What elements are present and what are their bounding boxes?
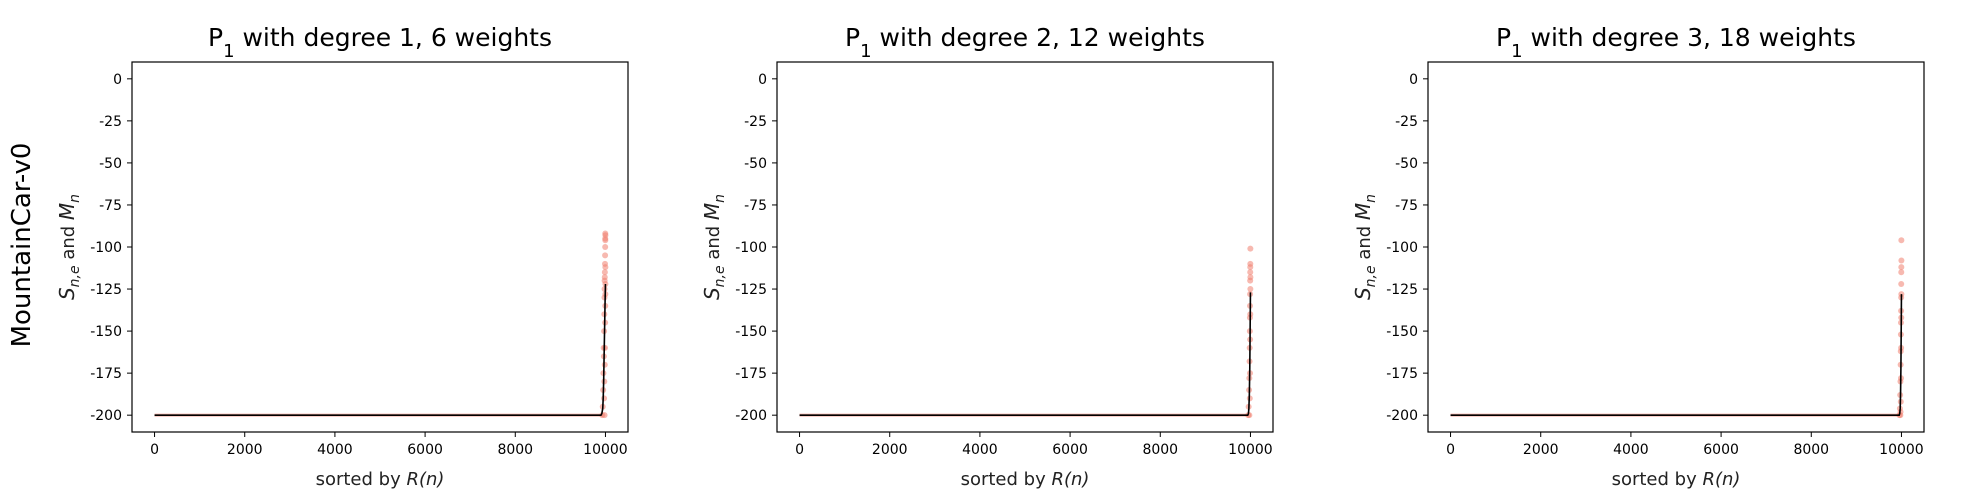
scatter-point (1898, 237, 1905, 244)
chart-title: P1 with degree 3, 18 weights (1496, 23, 1856, 62)
scatter-point (601, 395, 608, 402)
y-axis-label: Sn,e and Mn (55, 194, 83, 300)
x-tick-label: 10000 (583, 442, 628, 458)
chart-title: P1 with degree 1, 6 weights (208, 23, 552, 62)
scatter-point (1247, 245, 1254, 252)
y-tick-label: -25 (1395, 114, 1418, 130)
x-tick-label: 2000 (1523, 442, 1559, 458)
y-tick-label: -75 (99, 198, 122, 214)
y-tick-label: -125 (1386, 282, 1418, 298)
y-tick-label: -100 (735, 240, 767, 256)
scatter-point (1247, 286, 1254, 293)
x-tick-label: 10000 (1879, 442, 1924, 458)
x-axis-label: sorted by R(n) (316, 469, 445, 490)
x-tick-label: 8000 (1142, 442, 1178, 458)
y-tick-label: -100 (90, 240, 122, 256)
scatter-point (1247, 260, 1254, 267)
y-tick-label: -200 (90, 408, 122, 424)
y-tick-label: -25 (99, 114, 122, 130)
x-tick-label: 2000 (227, 442, 263, 458)
y-tick-label: -175 (735, 366, 767, 382)
scatter-point (602, 264, 609, 271)
x-tick-label: 0 (150, 442, 159, 458)
x-tick-label: 0 (795, 442, 804, 458)
y-tick-label: -75 (744, 198, 767, 214)
plot-frame (1427, 61, 1925, 433)
y-tick-label: -50 (1395, 156, 1418, 172)
y-tick-label: -150 (735, 324, 767, 340)
x-tick-label: 8000 (497, 442, 533, 458)
scatter-point (1898, 269, 1905, 276)
y-tick-label: -200 (735, 408, 767, 424)
scatter-point (1247, 269, 1254, 276)
x-tick-label: 2000 (872, 442, 908, 458)
scatter-point (1898, 257, 1905, 264)
y-tick-label: -150 (90, 324, 122, 340)
plot-frame (776, 61, 1274, 433)
x-tick-label: 6000 (1703, 442, 1739, 458)
y-tick-label: -150 (1386, 324, 1418, 340)
y-tick-label: 0 (113, 72, 122, 88)
x-axis-label: sorted by R(n) (1612, 469, 1741, 490)
x-axis-label: sorted by R(n) (961, 469, 1090, 490)
scatter-point (602, 237, 609, 244)
mean-line (799, 292, 1252, 416)
y-tick-label: -200 (1386, 408, 1418, 424)
scatter-point (601, 274, 608, 281)
y-axis-label: Sn,e and Mn (700, 194, 728, 300)
y-tick-label: -50 (99, 156, 122, 172)
scatter-point (602, 252, 609, 259)
y-axis-label: Sn,e and Mn (1351, 194, 1379, 300)
y-tick-label: 0 (1409, 72, 1418, 88)
chart-panel-3: P1 with degree 3, 18 weights 0 -25 -50 -75 -1… (1351, 23, 1925, 490)
scatter-point (602, 232, 609, 239)
mean-line (1450, 294, 1903, 416)
y-tick-label: -125 (90, 282, 122, 298)
x-tick-label: 4000 (1613, 442, 1649, 458)
chart-panel-2: P1 with degree 2, 12 weights 0 -25 -50 -75 -1… (700, 23, 1274, 490)
scatter-point (1898, 264, 1905, 271)
row-label: MountainCar-v0 (7, 143, 37, 348)
x-tick-label: 8000 (1793, 442, 1829, 458)
scatter-point (602, 244, 609, 250)
y-tick-label: -50 (744, 156, 767, 172)
mean-line (154, 283, 607, 416)
plot-frame (131, 61, 629, 433)
x-tick-label: 6000 (1052, 442, 1088, 458)
x-tick-label: 4000 (317, 442, 353, 458)
y-tick-label: -75 (1395, 198, 1418, 214)
y-tick-label: -125 (735, 282, 767, 298)
x-tick-label: 4000 (962, 442, 998, 458)
scatter-point (601, 269, 608, 276)
x-tick-label: 10000 (1228, 442, 1273, 458)
y-tick-label: 0 (758, 72, 767, 88)
y-tick-label: -25 (744, 114, 767, 130)
x-tick-label: 6000 (407, 442, 443, 458)
x-tick-label: 0 (1446, 442, 1455, 458)
y-tick-label: -175 (90, 366, 122, 382)
chart-title: P1 with degree 2, 12 weights (845, 23, 1205, 62)
scatter-point (1898, 281, 1905, 287)
y-tick-label: -175 (1386, 366, 1418, 382)
chart-panel-1: P1 with degree 1, 6 weights 0 -25 -50 -75 -10… (55, 23, 629, 490)
y-tick-label: -100 (1386, 240, 1418, 256)
scatter-point (1247, 274, 1254, 281)
